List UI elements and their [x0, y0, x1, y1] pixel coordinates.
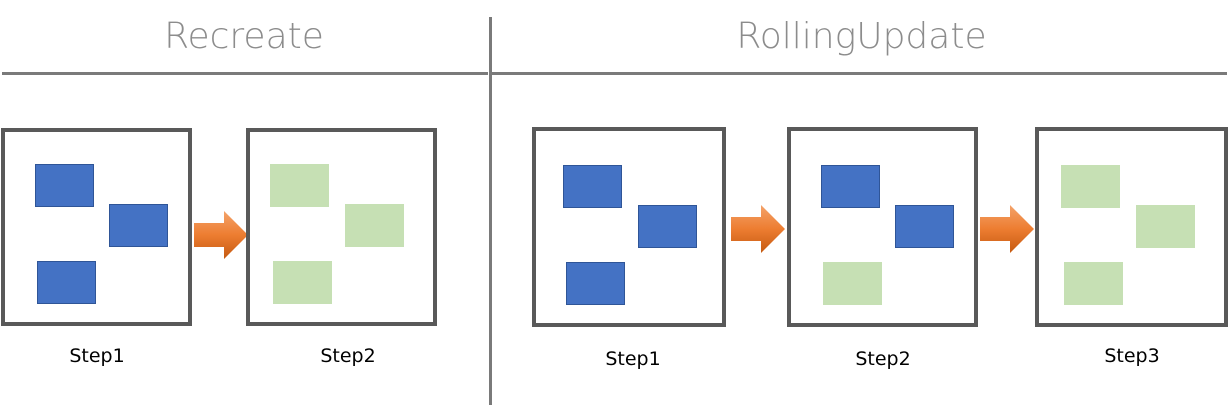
old-pod — [895, 205, 954, 248]
recreate-step2-box — [246, 128, 437, 326]
old-pod — [563, 165, 622, 208]
rolling-step3-box — [1035, 127, 1228, 327]
section-separator — [489, 17, 492, 405]
arrow-right-icon — [731, 205, 785, 253]
rolling-update-title: RollingUpdate — [736, 16, 987, 57]
new-pod — [270, 164, 329, 207]
new-pod — [1064, 262, 1123, 305]
recreate-step1-label: Step1 — [69, 345, 125, 367]
recreate-step2-label: Step2 — [320, 345, 376, 367]
arrow-right-icon — [980, 205, 1034, 253]
recreate-step1-box — [1, 128, 192, 326]
old-pod — [35, 164, 94, 207]
new-pod — [1061, 165, 1120, 208]
new-pod — [1136, 205, 1195, 248]
recreate-divider — [2, 72, 488, 75]
rolling-step2-label: Step2 — [855, 348, 911, 370]
rolling-step3-label: Step3 — [1104, 345, 1160, 367]
rolling-step2-box — [787, 127, 978, 327]
rolling-step1-label: Step1 — [605, 348, 661, 370]
old-pod — [109, 204, 168, 247]
arrow-right-icon — [194, 211, 248, 259]
new-pod — [823, 262, 882, 305]
recreate-title: Recreate — [164, 16, 324, 57]
old-pod — [638, 205, 697, 248]
old-pod — [37, 261, 96, 304]
old-pod — [821, 165, 880, 208]
new-pod — [273, 261, 332, 304]
rolling-step1-box — [532, 127, 726, 327]
new-pod — [345, 204, 404, 247]
rolling-update-divider — [492, 72, 1227, 75]
old-pod — [566, 262, 625, 305]
